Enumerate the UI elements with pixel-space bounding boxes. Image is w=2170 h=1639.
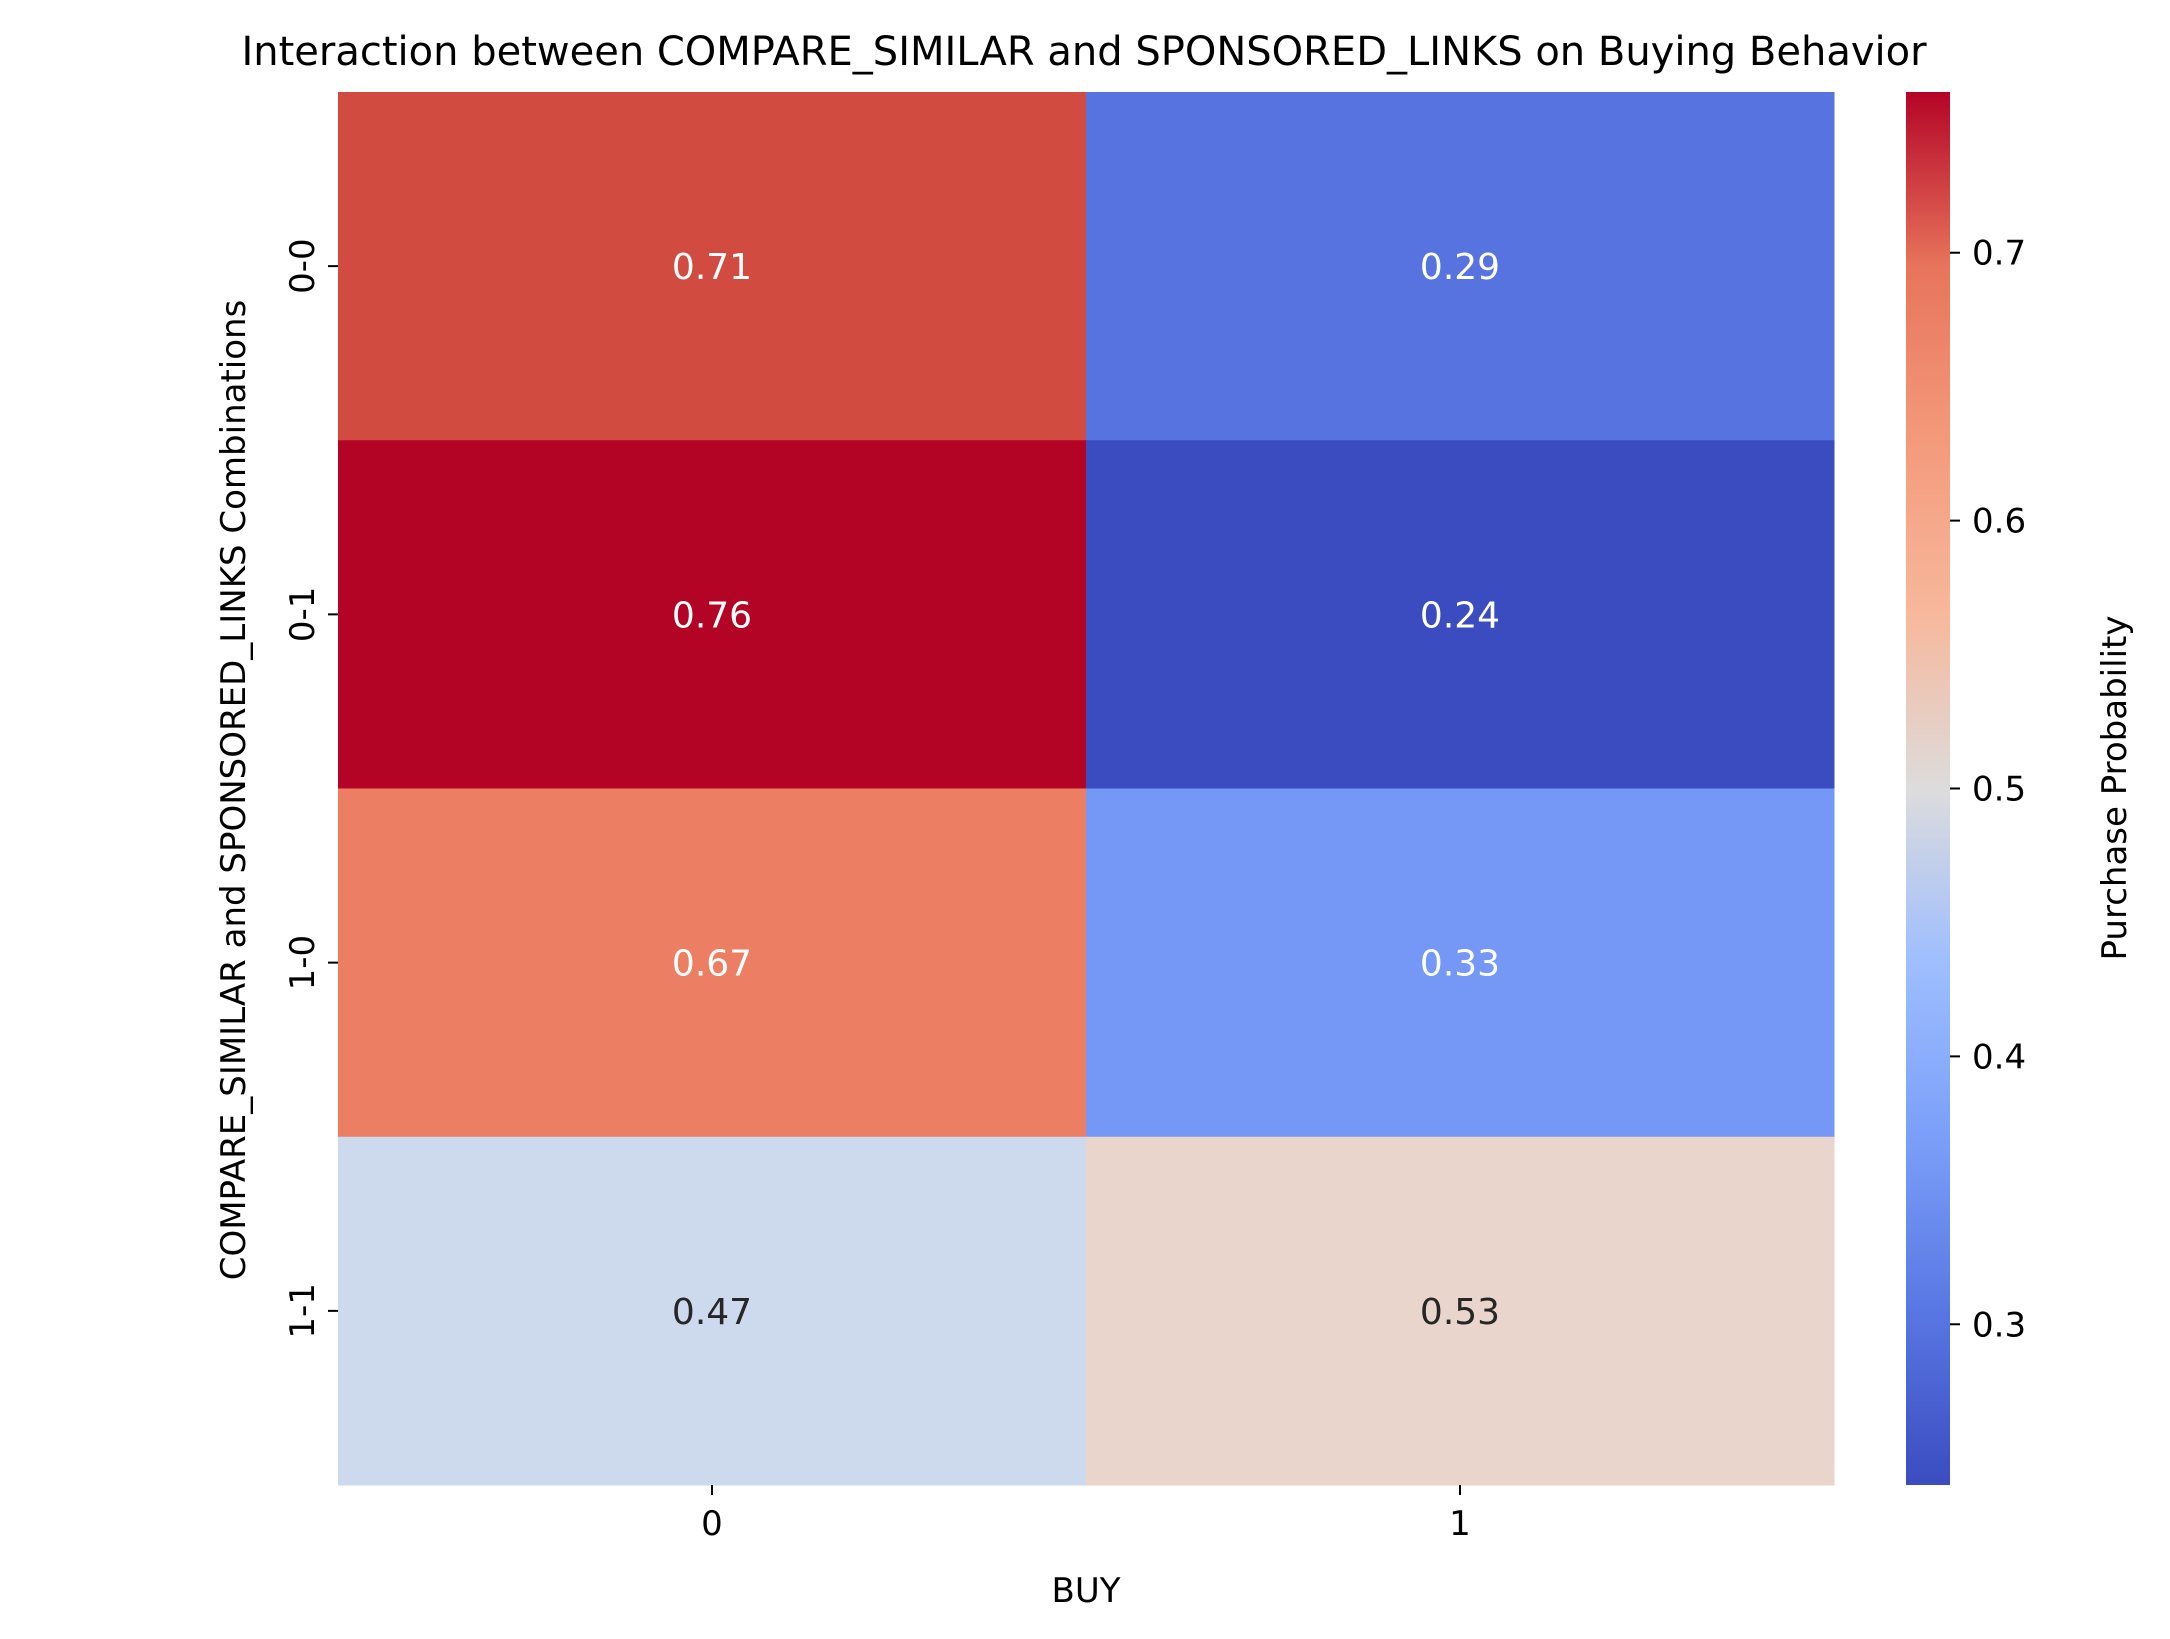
heatmap-cell [338,1136,1087,1486]
colorbar-tick-label: 0.4 [1972,1037,2026,1077]
cell-value-label: 0.76 [672,595,752,636]
cell-value-label: 0.53 [1420,1292,1500,1333]
cell-value-label: 0.67 [672,944,752,985]
colorbar-tick-label: 0.5 [1972,770,2026,810]
colorbar-tick-label: 0.3 [1972,1305,2026,1345]
heatmap-cell [338,440,1087,789]
x-tick-label: 1 [1449,1504,1471,1544]
chart-title: Interaction between COMPARE_SIMILAR and … [241,29,1927,75]
heatmap-cell [1086,92,1835,441]
heatmap-cell [1086,1136,1835,1486]
cell-value-label: 0.33 [1420,944,1500,985]
colorbar [1906,92,1950,1485]
cell-value-label: 0.71 [672,247,752,288]
colorbar-tick-label: 0.7 [1972,234,2026,274]
y-tick-label: 1-0 [283,935,323,991]
heatmap-cell [1086,788,1835,1138]
heatmap-cell [1086,440,1835,789]
y-tick-label: 0-1 [283,587,323,643]
cell-value-label: 0.47 [672,1292,752,1333]
heatmap-cell [338,788,1087,1138]
colorbar-ticks: 0.3 0.4 0.5 0.6 0.7 [1950,234,2026,1345]
y-axis-ticks: 0-0 0-1 1-0 1-1 [283,238,338,1339]
y-tick-label: 0-0 [283,238,323,294]
y-axis-label: COMPARE_SIMILAR and SPONSORED_LINKS Comb… [214,300,254,1281]
cell-value-label: 0.29 [1420,247,1500,288]
x-axis-label: BUY [1052,1571,1121,1611]
x-tick-label: 0 [701,1504,723,1544]
colorbar-tick-label: 0.6 [1972,502,2026,542]
cell-value-label: 0.24 [1420,595,1500,636]
y-tick-label: 1-1 [283,1283,323,1339]
heatmap-cell [338,92,1087,441]
colorbar-label: Purchase Probability [2095,616,2135,961]
heatmap-cells [338,92,1835,1486]
heatmap-cell-labels: 0.71 0.29 0.76 0.24 0.67 0.33 0.47 0.53 [672,247,1500,1333]
